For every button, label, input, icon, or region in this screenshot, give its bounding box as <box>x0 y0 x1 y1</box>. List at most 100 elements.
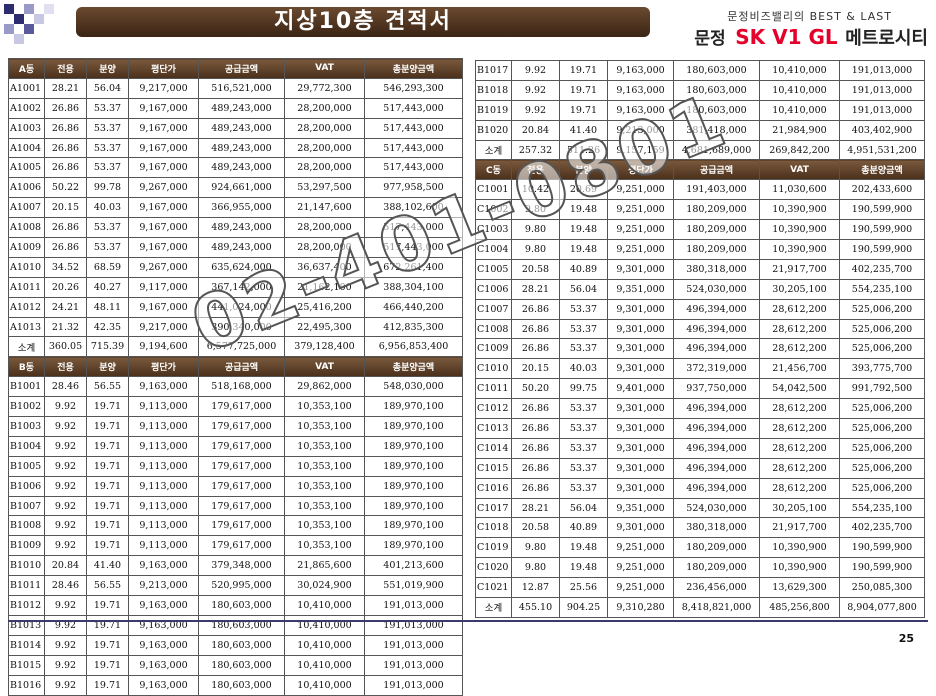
brand-prefix: 문정 <box>694 29 726 49</box>
unit-id-cell: C1015 <box>475 457 512 479</box>
brand-logo-text: SK V1 GL <box>735 25 838 49</box>
table-cell: 489,243,000 <box>198 237 285 258</box>
table-cell: 9.80 <box>511 537 560 559</box>
table-cell: 9,167,000 <box>128 217 199 239</box>
unit-id-cell: B1017 <box>475 60 512 81</box>
table-cell: 525,006,200 <box>839 318 925 340</box>
subtotal-cell: 6,956,853,400 <box>364 336 463 358</box>
table-cell: 180,603,000 <box>198 674 285 696</box>
subtotal-row: 소계 360.05 715.39 9,194,600 6,577,725,000 379,… <box>8 336 463 358</box>
table-row: B1012 9.92 19.71 9,163,000 180,603,000 10,410… <box>8 595 463 616</box>
table-cell: 179,617,000 <box>198 535 285 557</box>
unit-id-cell: C1020 <box>475 557 512 579</box>
unit-id-cell: C1018 <box>475 517 512 539</box>
table-row: C1011 50.20 99.75 9,401,000 937,750,000 54,04… <box>475 378 925 400</box>
table-cell: 525,006,200 <box>839 398 925 420</box>
unit-id-cell: C1010 <box>475 358 512 380</box>
table-cell: 19.71 <box>86 614 129 636</box>
table-cell: 19.48 <box>559 219 608 241</box>
table-cell: 179,617,000 <box>198 495 285 517</box>
table-cell: 189,970,100 <box>364 435 463 457</box>
table-cell: 26.86 <box>511 298 560 320</box>
table-cell: 496,394,000 <box>673 477 760 499</box>
table-cell: 9.80 <box>511 239 560 260</box>
table-cell: 53.37 <box>559 477 608 499</box>
table-cell: 28,612,200 <box>759 437 840 459</box>
column-header: VAT <box>284 356 365 378</box>
table-cell: 9,163,000 <box>128 614 199 636</box>
table-cell: 53.37 <box>559 398 608 420</box>
subtotal-row: 소계 455.10 904.25 9,310,280 8,418,821,000 485,… <box>475 597 925 618</box>
unit-id-cell: C1004 <box>475 239 512 260</box>
table-cell: 13,629,300 <box>759 577 840 599</box>
column-header: 평단가 <box>128 356 199 378</box>
table-cell: 26.86 <box>511 398 560 420</box>
table-cell: 189,970,100 <box>364 455 463 477</box>
table-cell: 236,456,000 <box>673 577 760 599</box>
table-cell: 372,319,000 <box>673 358 760 380</box>
table-cell: 525,006,200 <box>839 418 925 439</box>
table-cell: 496,394,000 <box>673 457 760 479</box>
table-cell: 21,162,100 <box>284 276 365 298</box>
table-cell: 180,603,000 <box>198 634 285 656</box>
unit-id-cell: C1006 <box>475 278 512 300</box>
table-cell: 10,353,100 <box>284 515 365 537</box>
table-cell: 99.75 <box>559 378 608 400</box>
table-cell: 19.71 <box>86 475 129 497</box>
table-row: A1007 20.15 40.03 9,167,000 366,955,000 21,14… <box>8 197 463 219</box>
table-cell: 250,085,300 <box>839 577 925 599</box>
column-header: 전용 <box>44 58 87 79</box>
table-row: C1005 20.58 40.89 9,301,000 380,318,000 21,91… <box>475 258 925 280</box>
table-cell: 26.86 <box>44 137 87 159</box>
subtotal-cell: 9,157,159 <box>607 139 674 161</box>
table-cell: 9,267,000 <box>128 177 199 199</box>
table-cell: 50.20 <box>511 378 560 400</box>
table-cell: 56.04 <box>559 278 608 300</box>
table-row: A1012 24.21 48.11 9,167,000 441,024,000 25,41… <box>8 296 463 318</box>
table-row: C1016 26.86 53.37 9,301,000 496,394,000 28,61… <box>475 477 925 499</box>
table-cell: 179,617,000 <box>198 475 285 497</box>
table-cell: 28,200,000 <box>284 137 365 159</box>
table-cell: 9,213,000 <box>128 575 199 597</box>
table-cell: 28,200,000 <box>284 157 365 179</box>
table-cell: 9,167,000 <box>128 117 199 139</box>
unit-id-cell: C1019 <box>475 537 512 559</box>
table-cell: 28,612,200 <box>759 477 840 499</box>
table-cell: 9,163,000 <box>128 634 199 656</box>
table-cell: 388,304,100 <box>364 276 463 298</box>
table-cell: 9,163,000 <box>128 654 199 676</box>
table-cell: 180,209,000 <box>673 537 760 559</box>
column-header: 공급금액 <box>198 58 285 79</box>
table-cell: 20.15 <box>44 197 87 219</box>
table-cell: 496,394,000 <box>673 418 760 439</box>
table-cell: 28,612,200 <box>759 398 840 420</box>
table-cell: 50.22 <box>44 177 87 199</box>
table-row: B1013 9.92 19.71 9,163,000 180,603,000 10,410… <box>8 614 463 636</box>
unit-id-cell: C1009 <box>475 338 512 360</box>
table-cell: 189,970,100 <box>364 475 463 497</box>
table-cell: 19.71 <box>559 99 608 121</box>
unit-id-cell: B1020 <box>475 119 512 141</box>
table-row: B1019 9.92 19.71 9,163,000 180,603,000 10,410… <box>475 99 925 121</box>
unit-id-cell: B1009 <box>8 535 45 557</box>
table-cell: 393,775,700 <box>839 358 925 380</box>
table-cell: 525,006,200 <box>839 477 925 499</box>
table-cell: 9.80 <box>511 199 560 221</box>
unit-id-cell: B1004 <box>8 435 45 457</box>
table-cell: 10,390,900 <box>759 219 840 241</box>
unit-id-cell: A1009 <box>8 237 45 258</box>
table-cell: 28,612,200 <box>759 318 840 340</box>
table-cell: 516,521,000 <box>198 77 285 99</box>
table-cell: 9,267,000 <box>128 256 199 278</box>
table-cell: 10,410,000 <box>284 614 365 636</box>
table-cell: 9.92 <box>44 595 87 616</box>
table-cell: 9,163,000 <box>128 595 199 616</box>
table-cell: 28.21 <box>44 77 87 99</box>
table-cell: 28.46 <box>44 575 87 597</box>
table-row: B1016 9.92 19.71 9,163,000 180,603,000 10,410… <box>8 674 463 696</box>
table-row: C1002 9.80 19.48 9,251,000 180,209,000 10,390… <box>475 199 925 221</box>
table-cell: 19.71 <box>86 455 129 477</box>
table-row: C1012 26.86 53.37 9,301,000 496,394,000 28,61… <box>475 398 925 420</box>
table-cell: 10,390,900 <box>759 239 840 260</box>
table-cell: 388,102,600 <box>364 197 463 219</box>
